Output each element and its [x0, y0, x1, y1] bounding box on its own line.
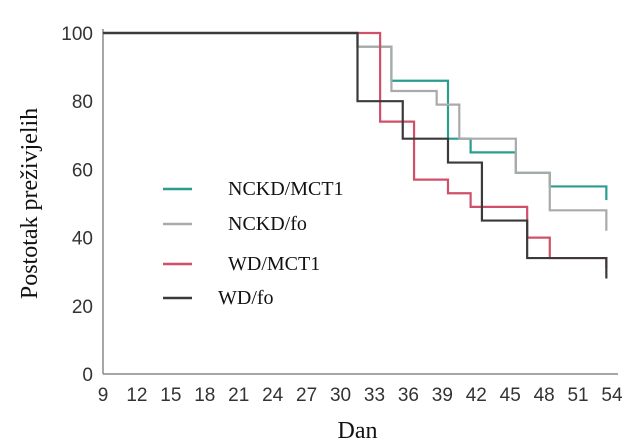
- x-axis: 9 12 15 18 21 24 27 30 33 36 39 42 45 48 51 54: [98, 373, 623, 406]
- x-tick-label: 24: [262, 385, 284, 406]
- x-tick-label: 30: [330, 385, 351, 406]
- legend: NCKD/MCT1 NCKD/fo WD/MCT1 WD/fo: [163, 178, 344, 309]
- x-tick-label: 51: [567, 385, 588, 406]
- legend-label: NCKD/MCT1: [228, 178, 344, 200]
- series-line-nckd-fo: [103, 31, 608, 231]
- x-tick-label: 15: [160, 385, 181, 406]
- y-tick-label: 0: [82, 365, 93, 386]
- series-line-wd-mct1: [103, 31, 608, 269]
- x-tick-label: 45: [500, 385, 521, 406]
- y-tick-label: 100: [61, 24, 93, 45]
- y-tick-labels: 0 20 40 60 80 100: [61, 24, 93, 386]
- x-axis-title: Dan: [338, 418, 378, 444]
- series-line-nckd-mct1: [103, 31, 608, 201]
- series-line-wd-fo: [103, 31, 608, 279]
- x-tick-label: 33: [364, 385, 385, 406]
- x-tick-label: 27: [296, 385, 317, 406]
- y-tick-label: 20: [72, 297, 93, 318]
- y-axis-title: Postotak preživjelih: [17, 108, 43, 299]
- legend-label: WD/MCT1: [228, 253, 320, 275]
- series-lines: [103, 31, 608, 279]
- x-tick-label: 21: [228, 385, 249, 406]
- x-tick-label: 54: [601, 385, 623, 406]
- x-tick-label: 18: [194, 385, 215, 406]
- legend-label: WD/fo: [218, 287, 274, 309]
- y-tick-label: 80: [72, 92, 93, 113]
- x-tick-label: 36: [398, 385, 419, 406]
- legend-label: NCKD/fo: [228, 213, 307, 235]
- x-tick-label: 9: [98, 385, 109, 406]
- y-axis: 0 20 40 60 80 100: [61, 24, 104, 386]
- y-tick-label: 60: [72, 160, 93, 181]
- x-tick-labels: 9 12 15 18 21 24 27 30 33 36 39 42 45 48 51 54: [98, 385, 623, 406]
- x-tick-label: 39: [432, 385, 453, 406]
- x-tick-label: 48: [534, 385, 555, 406]
- y-tick-label: 40: [72, 229, 93, 250]
- x-tick-label: 12: [126, 385, 147, 406]
- x-tick-label: 42: [466, 385, 487, 406]
